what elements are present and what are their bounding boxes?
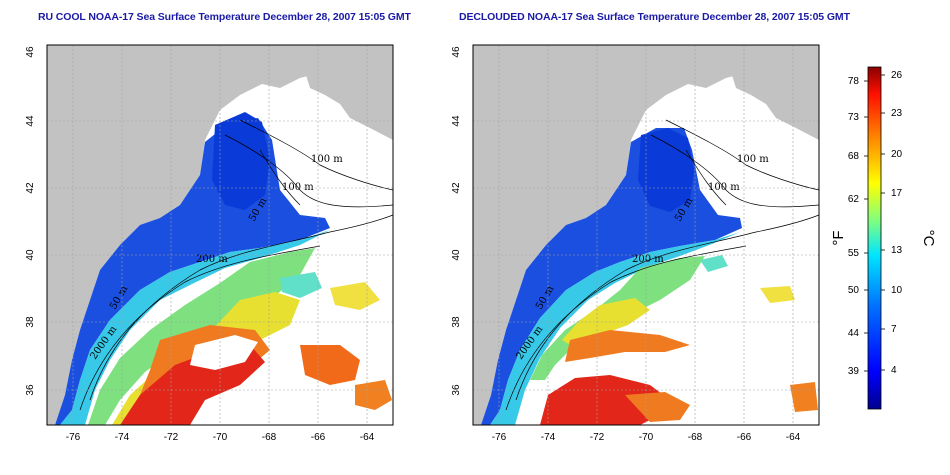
right-grid	[473, 45, 819, 425]
sst-teal-patch	[280, 272, 322, 298]
lon-tick-label: -68	[688, 432, 703, 443]
lon-tick-label: -66	[737, 432, 752, 443]
celsius-tick-label: 26	[891, 70, 903, 81]
lon-tick-label: -74	[115, 432, 130, 443]
right-map-frame	[472, 44, 820, 426]
sst-gulf-stream-orange	[565, 330, 690, 362]
sst-mid-shelf	[60, 230, 330, 425]
left-sst-map: 100 m 100 m 50 m 200 m 50 m 2000 m -76	[25, 44, 394, 443]
sst-slope-yellow	[562, 298, 650, 348]
left-map-frame	[46, 44, 394, 426]
lat-tick-label: 38	[451, 316, 462, 328]
lat-tick-label: 38	[25, 316, 36, 328]
colorbar-ticks	[864, 74, 885, 372]
lon-tick-label: -70	[213, 432, 228, 443]
left-grid	[47, 45, 393, 425]
sst-mid-shelf	[490, 232, 740, 425]
lon-tick-label: -76	[492, 432, 507, 443]
fahrenheit-tick-label: 55	[848, 248, 860, 259]
celsius-unit-label: °C	[920, 230, 937, 247]
contour-label: 200 m	[196, 254, 228, 265]
celsius-tick-label: 20	[891, 149, 903, 160]
left-lat-tick-labels: 46 44 42 40 38 36	[25, 46, 36, 396]
land-area	[47, 45, 393, 425]
fahrenheit-tick-label: 62	[848, 194, 860, 205]
sst-warm-east	[300, 345, 360, 385]
left-lon-tick-labels: -76 -74 -72 -70 -68 -66 -64	[66, 432, 375, 443]
sst-cloud-patch	[190, 335, 258, 370]
lon-tick-label: -68	[262, 432, 277, 443]
right-lat-tick-labels: 46 44 42 40 38 36	[451, 46, 462, 396]
lat-tick-label: 46	[451, 46, 462, 58]
fahrenheit-tick-label: 73	[848, 112, 860, 123]
lon-tick-label: -74	[541, 432, 556, 443]
fahrenheit-tick-label: 78	[848, 76, 860, 87]
fahrenheit-tick-labels: 78 73 68 62 55 50 44 39	[848, 76, 860, 377]
fahrenheit-unit-label: °F	[830, 230, 847, 245]
colorbar-gradient	[867, 66, 882, 410]
celsius-tick-label: 17	[891, 188, 903, 199]
lat-tick-label: 42	[25, 182, 36, 194]
left-map-data-layer: 100 m 100 m 50 m 200 m 50 m 2000 m	[47, 45, 393, 425]
right-map-data-layer: 100 m 100 m 50 m 200 m 50 m 2000 m	[473, 45, 820, 425]
sst-gulf-stream-red	[540, 375, 670, 425]
sst-gulf-of-maine	[638, 128, 694, 212]
right-sst-map: 100 m 100 m 50 m 200 m 50 m 2000 m -76 -…	[451, 44, 820, 443]
fahrenheit-tick-label: 50	[848, 285, 860, 296]
lon-tick-label: -72	[164, 432, 179, 443]
lat-tick-label: 36	[451, 384, 462, 396]
land-area-northeast	[726, 45, 819, 140]
sst-yellow-east	[760, 286, 795, 303]
fahrenheit-tick-label: 44	[848, 328, 860, 339]
lat-tick-label: 44	[25, 115, 36, 127]
lat-tick-label: 42	[451, 182, 462, 194]
sst-gulf-of-maine	[212, 112, 270, 210]
land-area	[473, 45, 819, 425]
sst-warm-east-2	[790, 382, 818, 412]
lon-tick-label: -70	[639, 432, 654, 443]
contour-label: 100 m	[282, 182, 314, 193]
fahrenheit-tick-label: 39	[848, 366, 860, 377]
left-map-title: RU COOL NOAA-17 Sea Surface Temperature …	[38, 11, 411, 23]
sst-yellow-east	[330, 282, 380, 310]
land-area-northeast	[300, 45, 393, 140]
lat-tick-label: 40	[451, 249, 462, 261]
lat-tick-label: 36	[25, 384, 36, 396]
sst-warm-east	[625, 392, 690, 422]
celsius-tick-labels: 26 23 20 17 13 10 7 4	[891, 70, 903, 376]
lon-tick-label: -64	[360, 432, 375, 443]
celsius-tick-label: 4	[891, 365, 897, 376]
right-map-title: DECLOUDED NOAA-17 Sea Surface Temperatur…	[459, 11, 850, 23]
lon-tick-label: -64	[786, 432, 801, 443]
lat-tick-label: 40	[25, 249, 36, 261]
celsius-tick-label: 10	[891, 285, 903, 296]
celsius-tick-label: 23	[891, 108, 903, 119]
lat-tick-label: 44	[451, 115, 462, 127]
fahrenheit-tick-label: 68	[848, 151, 860, 162]
lon-tick-label: -72	[590, 432, 605, 443]
celsius-tick-label: 13	[891, 245, 903, 256]
contour-label: 100 m	[311, 154, 343, 165]
lon-tick-label: -76	[66, 432, 81, 443]
sst-warm-east-2	[355, 380, 392, 410]
sst-teal-patch	[700, 255, 728, 272]
contour-label: 200 m	[632, 254, 664, 265]
lon-tick-label: -66	[311, 432, 326, 443]
celsius-tick-label: 7	[891, 324, 897, 335]
contour-label: 100 m	[708, 182, 740, 193]
lat-tick-label: 46	[25, 46, 36, 58]
temperature-colorbar: 78 73 68 62 55 50 44 39 26 23 20 17 13 1…	[830, 66, 937, 410]
contour-label: 100 m	[737, 154, 769, 165]
right-lon-tick-labels: -76 -74 -72 -70 -68 -66 -64	[492, 432, 801, 443]
